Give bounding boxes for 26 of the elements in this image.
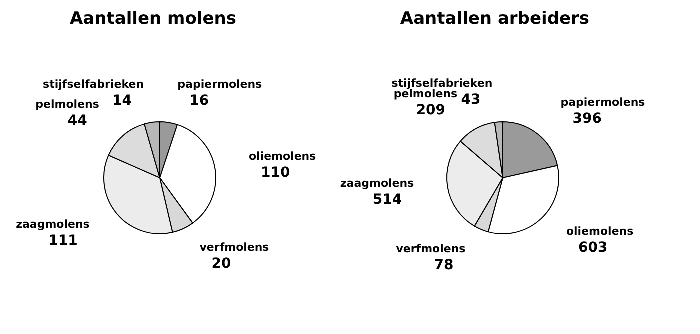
chart-title: Aantallen arbeiders bbox=[400, 9, 590, 29]
data-label: 111 bbox=[48, 232, 78, 249]
data-label: 78 bbox=[434, 257, 454, 274]
data-label: 16 bbox=[190, 93, 210, 110]
slice-label: zaagmolens bbox=[16, 218, 90, 231]
data-label: 396 bbox=[572, 110, 602, 127]
data-label: 603 bbox=[578, 240, 608, 256]
data-label: 44 bbox=[68, 113, 88, 130]
slice-label: papiermolens bbox=[178, 78, 263, 92]
slice-label: oliemolens bbox=[566, 225, 634, 238]
slice-label: pelmolens bbox=[36, 98, 100, 112]
slice-label: verfmolens bbox=[396, 242, 466, 256]
data-label: 209 bbox=[416, 102, 446, 119]
chart-title: Aantallen molens bbox=[70, 9, 237, 29]
slice-label: stijfselfabrieken bbox=[392, 77, 493, 90]
slice-label: pelmolens bbox=[394, 88, 458, 101]
slice-label: papiermolens bbox=[560, 96, 646, 109]
slice-label: zaagmolens bbox=[340, 177, 415, 190]
data-label: 20 bbox=[212, 256, 232, 272]
slice-label: oliemolens bbox=[248, 150, 317, 163]
data-label: 43 bbox=[461, 92, 481, 108]
slice-label: stijfselfabrieken bbox=[43, 78, 144, 91]
slice-label: verfmolens bbox=[200, 241, 270, 254]
data-label: 110 bbox=[260, 164, 290, 181]
data-label: 514 bbox=[372, 192, 402, 208]
data-label: 14 bbox=[112, 92, 132, 109]
